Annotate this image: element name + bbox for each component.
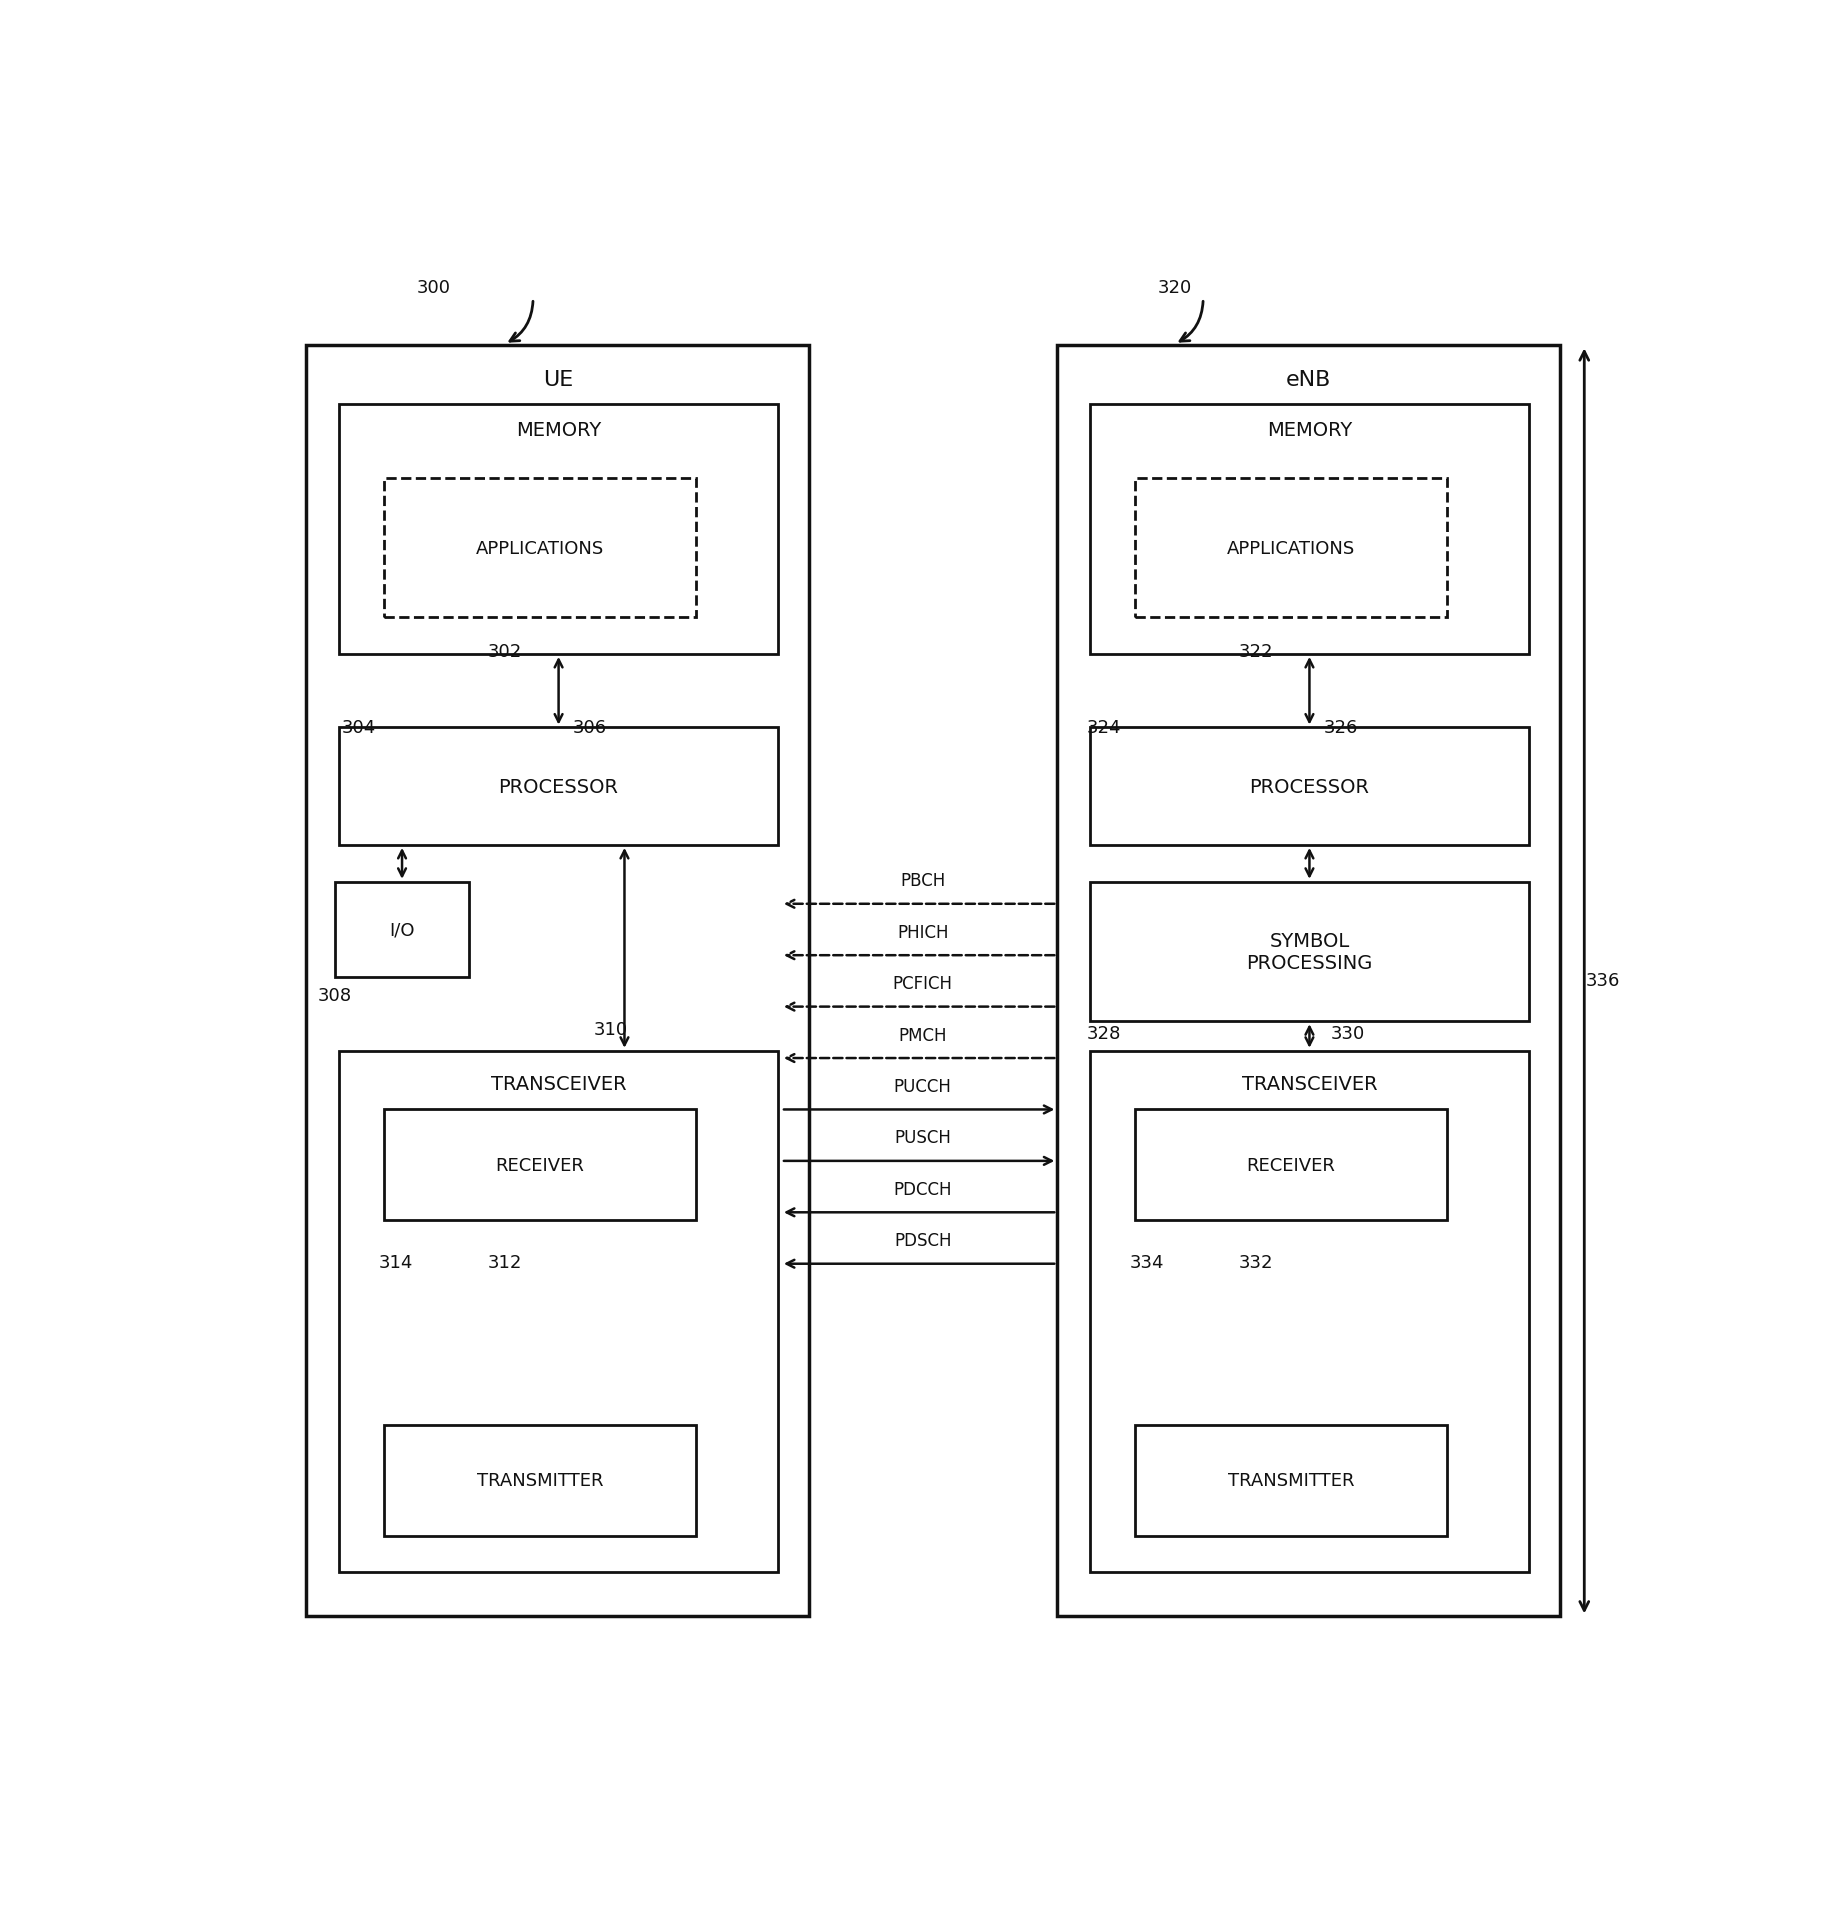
Text: SYMBOL
PROCESSING: SYMBOL PROCESSING (1247, 931, 1373, 973)
Text: 302: 302 (488, 643, 521, 660)
Text: 320: 320 (1157, 278, 1192, 297)
Text: RECEIVER: RECEIVER (495, 1156, 585, 1175)
Bar (384, 1426, 696, 1535)
Bar (384, 1110, 696, 1220)
Text: TRANSMITTER: TRANSMITTER (477, 1472, 603, 1489)
Text: PDCCH: PDCCH (894, 1180, 952, 1198)
Bar (1089, 883, 1528, 1022)
Text: 326: 326 (1323, 719, 1358, 738)
Bar (1089, 1051, 1528, 1573)
Text: TRANSCEIVER: TRANSCEIVER (490, 1074, 627, 1093)
Text: 304: 304 (342, 719, 377, 738)
Text: MEMORY: MEMORY (515, 421, 601, 439)
Text: APPLICATIONS: APPLICATIONS (475, 540, 605, 557)
Text: PBCH: PBCH (899, 871, 945, 891)
Bar (307, 347, 810, 1617)
Bar (338, 1051, 779, 1573)
Text: PMCH: PMCH (898, 1026, 947, 1043)
Text: PCFICH: PCFICH (892, 974, 952, 992)
Text: TRANSMITTER: TRANSMITTER (1228, 1472, 1355, 1489)
Text: 336: 336 (1585, 973, 1620, 990)
Text: PROCESSOR: PROCESSOR (499, 778, 618, 797)
Text: I/O: I/O (389, 921, 415, 938)
Text: 312: 312 (488, 1253, 523, 1272)
Text: UE: UE (543, 370, 572, 391)
Text: 332: 332 (1238, 1253, 1272, 1272)
Bar (335, 883, 470, 978)
Text: PDSCH: PDSCH (894, 1232, 951, 1249)
Text: 324: 324 (1088, 719, 1121, 738)
Bar (338, 404, 779, 654)
Text: 310: 310 (594, 1020, 629, 1037)
Text: 330: 330 (1331, 1024, 1366, 1043)
Bar (1089, 728, 1528, 845)
Text: PROCESSOR: PROCESSOR (1250, 778, 1369, 797)
Text: PUSCH: PUSCH (894, 1129, 951, 1146)
Bar (384, 479, 696, 618)
Text: 308: 308 (318, 986, 351, 1005)
Text: 306: 306 (572, 719, 607, 738)
Text: RECEIVER: RECEIVER (1247, 1156, 1336, 1175)
Bar (1089, 404, 1528, 654)
Bar (1057, 347, 1559, 1617)
Text: TRANSCEIVER: TRANSCEIVER (1241, 1074, 1376, 1093)
Bar (338, 728, 779, 845)
Text: MEMORY: MEMORY (1267, 421, 1353, 439)
Text: 328: 328 (1088, 1024, 1121, 1043)
Text: eNB: eNB (1287, 370, 1331, 391)
Text: 334: 334 (1130, 1253, 1164, 1272)
Text: 314: 314 (378, 1253, 413, 1272)
Text: 322: 322 (1238, 643, 1272, 660)
Bar (1135, 1426, 1448, 1535)
Text: PUCCH: PUCCH (894, 1077, 952, 1095)
Bar (1135, 479, 1448, 618)
Text: APPLICATIONS: APPLICATIONS (1227, 540, 1355, 557)
Bar (1135, 1110, 1448, 1220)
Text: PHICH: PHICH (898, 923, 949, 942)
Text: 300: 300 (417, 278, 452, 297)
